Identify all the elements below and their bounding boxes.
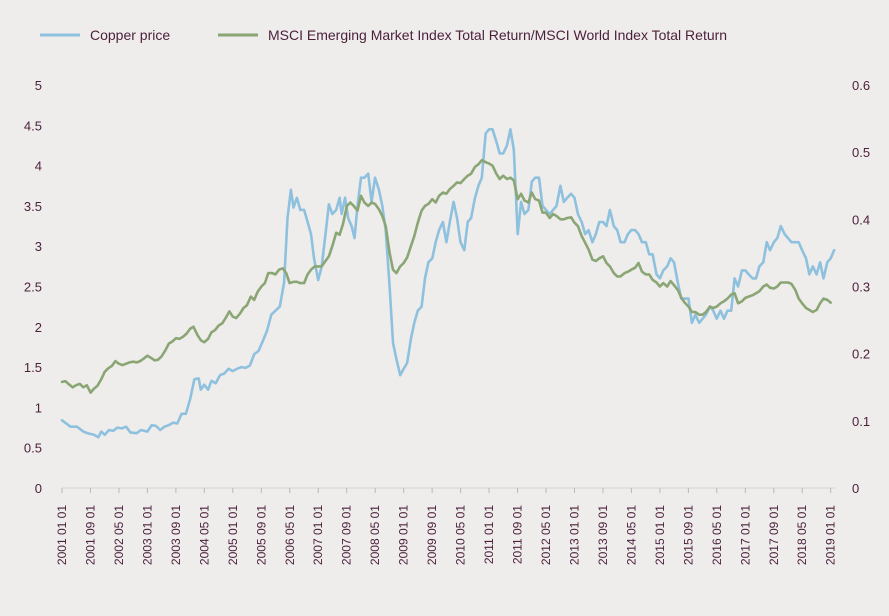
x-tick-label: 2012 05 01	[539, 505, 553, 565]
x-tick-label: 2004 05 01	[197, 505, 211, 565]
right-tick-label: 0.2	[852, 347, 870, 362]
series-line-msci-ratio	[60, 158, 833, 394]
left-tick-label: 1.5	[24, 360, 42, 375]
series-line-copper-price	[60, 128, 836, 439]
x-tick-label: 2016 05 01	[710, 505, 724, 565]
legend: Copper price MSCI Emerging Market Index …	[40, 27, 727, 43]
x-tick-label: 2018 05 01	[795, 505, 809, 565]
x-tick-label: 2019 01 01	[824, 505, 838, 565]
right-tick-label: 0	[852, 481, 859, 496]
left-tick-label: 1	[35, 400, 42, 415]
x-tick-label: 2015 09 01	[681, 505, 695, 565]
x-tick-label: 2011 09 01	[511, 505, 525, 564]
x-tick-label: 2013 01 01	[567, 505, 581, 565]
x-tick-label: 2014 05 01	[624, 505, 638, 565]
left-tick-label: 4.5	[24, 118, 42, 133]
x-tick-label: 2003 01 01	[140, 505, 154, 565]
x-tick-label: 2001 01 01	[55, 505, 69, 565]
x-tick-label: 2005 01 01	[226, 505, 240, 565]
legend-label-copper-price: Copper price	[90, 27, 170, 43]
left-tick-label: 2.5	[24, 280, 42, 295]
right-tick-label: 0.5	[852, 145, 870, 160]
left-tick-label: 5	[35, 78, 42, 93]
x-tick-label: 2011 01 01	[482, 505, 496, 564]
right-tick-label: 0.3	[852, 280, 870, 295]
right-tick-label: 0.6	[852, 78, 870, 93]
x-tick-label: 2017 09 01	[767, 505, 781, 565]
x-tick-label: 2003 09 01	[169, 505, 183, 565]
x-tick-label: 2005 09 01	[254, 505, 268, 565]
right-tick-label: 0.1	[852, 414, 870, 429]
x-tick-label: 2010 05 01	[454, 505, 468, 565]
x-tick-label: 2002 05 01	[112, 505, 126, 565]
left-tick-label: 2	[35, 320, 42, 335]
right-tick-label: 0.4	[852, 212, 870, 227]
left-tick-label: 0.5	[24, 441, 42, 456]
left-tick-label: 4	[35, 159, 42, 174]
x-tick-label: 2007 09 01	[340, 505, 354, 565]
x-tick-label: 2009 09 01	[425, 505, 439, 565]
x-tick-label: 2001 09 01	[83, 505, 97, 565]
left-tick-label: 3.5	[24, 199, 42, 214]
x-tick-label: 2017 01 01	[738, 505, 752, 565]
series-layer	[60, 128, 836, 439]
x-tick-label: 2006 05 01	[283, 505, 297, 565]
left-tick-label: 3	[35, 239, 42, 254]
left-tick-label: 0	[35, 481, 42, 496]
axes: 0 0.5 1 1.5 2 2.5 3 3.5 4 4.5 5 0 0.1 0.2 0.3 0.4 0.5 0.6…	[24, 78, 870, 565]
x-tick-label: 2013 09 01	[596, 505, 610, 565]
x-tick-label: 2009 01 01	[397, 505, 411, 565]
x-tick-label: 2007 01 01	[311, 505, 325, 565]
x-tick-label: 2015 01 01	[653, 505, 667, 565]
legend-label-msci-ratio: MSCI Emerging Market Index Total Return/…	[268, 27, 727, 43]
x-tick-label: 2008 05 01	[368, 505, 382, 565]
